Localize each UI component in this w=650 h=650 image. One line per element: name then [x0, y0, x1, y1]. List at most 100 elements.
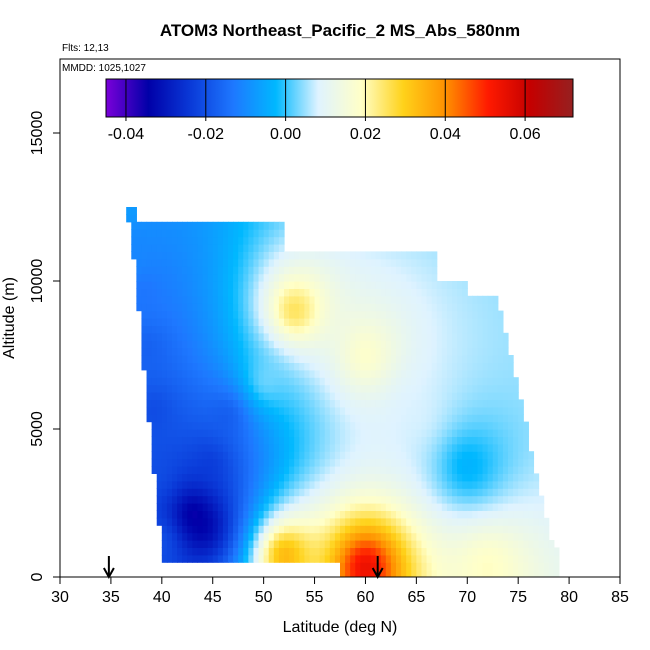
heatmap-cell: [462, 281, 468, 289]
heatmap-cell: [284, 258, 290, 267]
heatmap-cell: [436, 399, 443, 408]
heatmap-cell: [345, 392, 351, 400]
heatmap-cell: [416, 414, 423, 423]
heatmap-cell: [446, 406, 453, 415]
heatmap-cell: [513, 429, 519, 437]
heatmap-cell: [202, 295, 209, 304]
heatmap-cell: [258, 436, 265, 445]
heatmap-cell: [187, 406, 193, 415]
heatmap-cell: [365, 303, 372, 312]
heatmap-cell: [380, 384, 387, 393]
heatmap-cell: [426, 384, 433, 393]
heatmap-cell: [329, 303, 336, 312]
heatmap-cell: [457, 318, 463, 326]
heatmap-cell: [258, 229, 265, 238]
heatmap-cell: [406, 421, 412, 430]
heatmap-cell: [421, 510, 428, 519]
heatmap-cell: [528, 562, 535, 571]
heatmap-cell: [436, 303, 443, 312]
heatmap-cell: [457, 310, 463, 319]
heatmap-cell: [278, 480, 285, 489]
heatmap-cell: [263, 495, 270, 504]
heatmap-cell: [482, 295, 489, 304]
heatmap-cell: [380, 325, 387, 334]
heatmap-cell: [355, 340, 361, 349]
heatmap-cell: [355, 480, 361, 489]
heatmap-cell: [436, 562, 443, 571]
heatmap-cell: [482, 547, 489, 556]
heatmap-cell: [299, 325, 305, 334]
heatmap-cell: [426, 258, 433, 267]
heatmap-cell: [146, 303, 153, 312]
heatmap-cell: [518, 525, 524, 534]
heatmap-cell: [197, 318, 204, 326]
heatmap-cell: [151, 288, 158, 297]
heatmap-cell: [345, 266, 351, 275]
heatmap-cell: [192, 362, 199, 371]
heatmap-cell: [340, 310, 346, 319]
heatmap-cell: [228, 303, 234, 312]
heatmap-cell: [207, 406, 214, 415]
heatmap-cell: [502, 421, 509, 430]
heatmap-cell: [192, 392, 199, 400]
heatmap-cell: [497, 488, 504, 497]
heatmap-cell: [319, 392, 326, 400]
heatmap-cell: [268, 414, 275, 423]
heatmap-cell: [253, 325, 260, 334]
heatmap-cell: [538, 517, 545, 526]
heatmap-cell: [553, 547, 560, 556]
heatmap-cell: [202, 443, 209, 452]
heatmap-cell: [502, 569, 509, 577]
heatmap-cell: [253, 429, 260, 437]
heatmap-cell: [452, 503, 458, 511]
heatmap-cell: [166, 362, 173, 371]
heatmap-cell: [217, 406, 224, 415]
heatmap-cell: [273, 258, 280, 267]
heatmap-cell: [492, 458, 499, 467]
heatmap-cell: [263, 547, 270, 556]
heatmap-cell: [334, 303, 341, 312]
heatmap-cell: [177, 517, 183, 526]
heatmap-cell: [548, 562, 555, 571]
heatmap-cell: [477, 488, 484, 497]
heatmap-cell: [324, 355, 331, 363]
heatmap-cell: [202, 377, 209, 386]
heatmap-cell: [492, 406, 499, 415]
heatmap-cell: [197, 540, 204, 548]
heatmap-cell: [360, 451, 367, 460]
heatmap-cell: [421, 318, 428, 326]
heatmap-cell: [156, 451, 163, 460]
heatmap-cell: [233, 458, 239, 467]
heatmap-cell: [340, 266, 346, 275]
heatmap-cell: [197, 221, 204, 230]
heatmap-cell: [355, 473, 361, 482]
heatmap-cell: [426, 473, 433, 482]
heatmap-cell: [248, 236, 255, 245]
heatmap-cell: [253, 488, 260, 497]
heatmap-cell: [487, 436, 494, 445]
heatmap-cell: [329, 251, 336, 260]
heatmap-cell: [304, 273, 311, 282]
y-tick-label: 10000: [29, 259, 46, 304]
heatmap-cell: [228, 540, 234, 548]
heatmap-cell: [238, 480, 244, 489]
heatmap-cell: [192, 406, 199, 415]
heatmap-cell: [396, 421, 402, 430]
heatmap-cell: [426, 251, 433, 260]
heatmap-cell: [329, 436, 336, 445]
heatmap-cell: [380, 547, 387, 556]
heatmap-cell: [487, 540, 494, 548]
heatmap-cell: [385, 503, 392, 511]
heatmap-cell: [177, 495, 183, 504]
heatmap-cell: [207, 377, 214, 386]
heatmap-cell: [360, 466, 367, 474]
heatmap-cell: [187, 414, 193, 423]
heatmap-cell: [477, 451, 484, 460]
heatmap-cell: [477, 347, 484, 356]
x-tick-label: 70: [458, 589, 476, 606]
heatmap-cell: [258, 221, 265, 230]
heatmap-cell: [197, 458, 204, 467]
heatmap-cell: [314, 540, 321, 548]
heatmap-cell: [482, 562, 489, 571]
heatmap-cell: [396, 399, 402, 408]
